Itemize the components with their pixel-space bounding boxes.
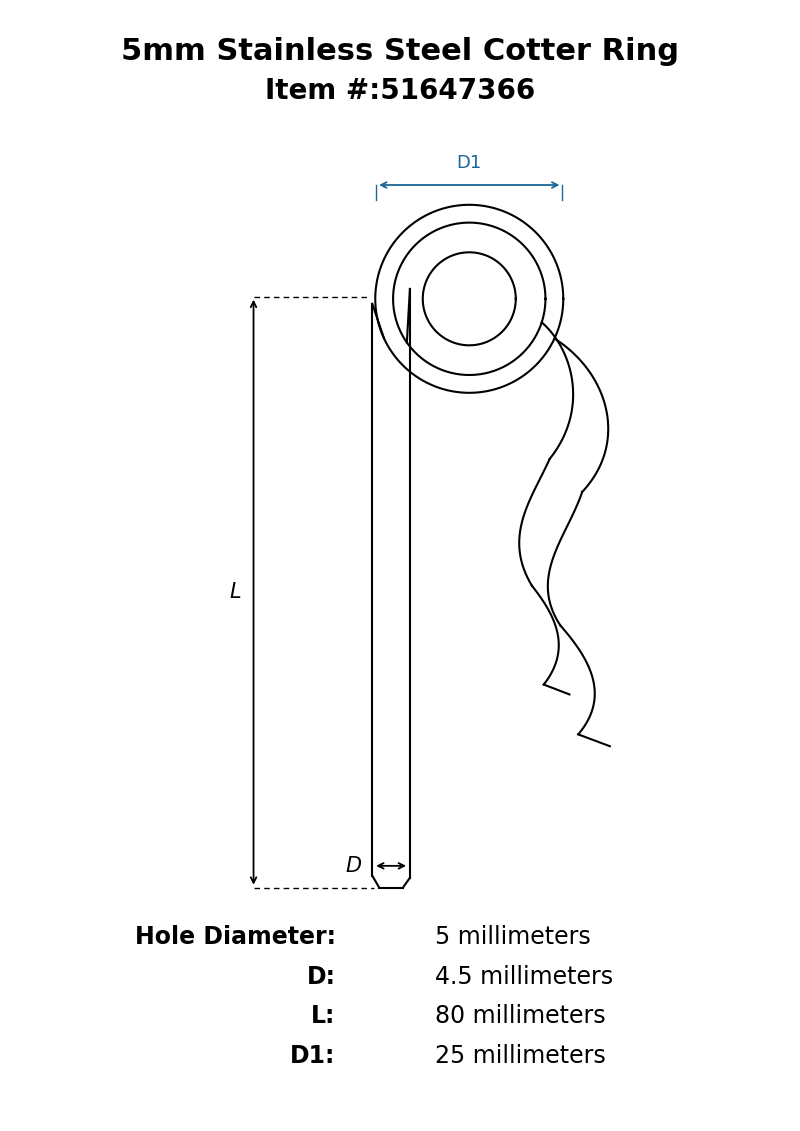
Text: D:: D: <box>306 965 336 988</box>
Text: 4.5 millimeters: 4.5 millimeters <box>434 965 613 988</box>
Text: D1:: D1: <box>290 1044 336 1068</box>
Text: D1: D1 <box>457 154 482 172</box>
Text: 5 millimeters: 5 millimeters <box>434 925 590 949</box>
Text: L:: L: <box>311 1004 336 1028</box>
Text: 25 millimeters: 25 millimeters <box>434 1044 606 1068</box>
Text: L: L <box>229 582 241 602</box>
Text: Item #:51647366: Item #:51647366 <box>265 77 535 105</box>
Text: 5mm Stainless Steel Cotter Ring: 5mm Stainless Steel Cotter Ring <box>121 37 679 66</box>
Text: Hole Diameter:: Hole Diameter: <box>134 925 336 949</box>
Text: 80 millimeters: 80 millimeters <box>434 1004 606 1028</box>
Text: D: D <box>346 856 362 875</box>
